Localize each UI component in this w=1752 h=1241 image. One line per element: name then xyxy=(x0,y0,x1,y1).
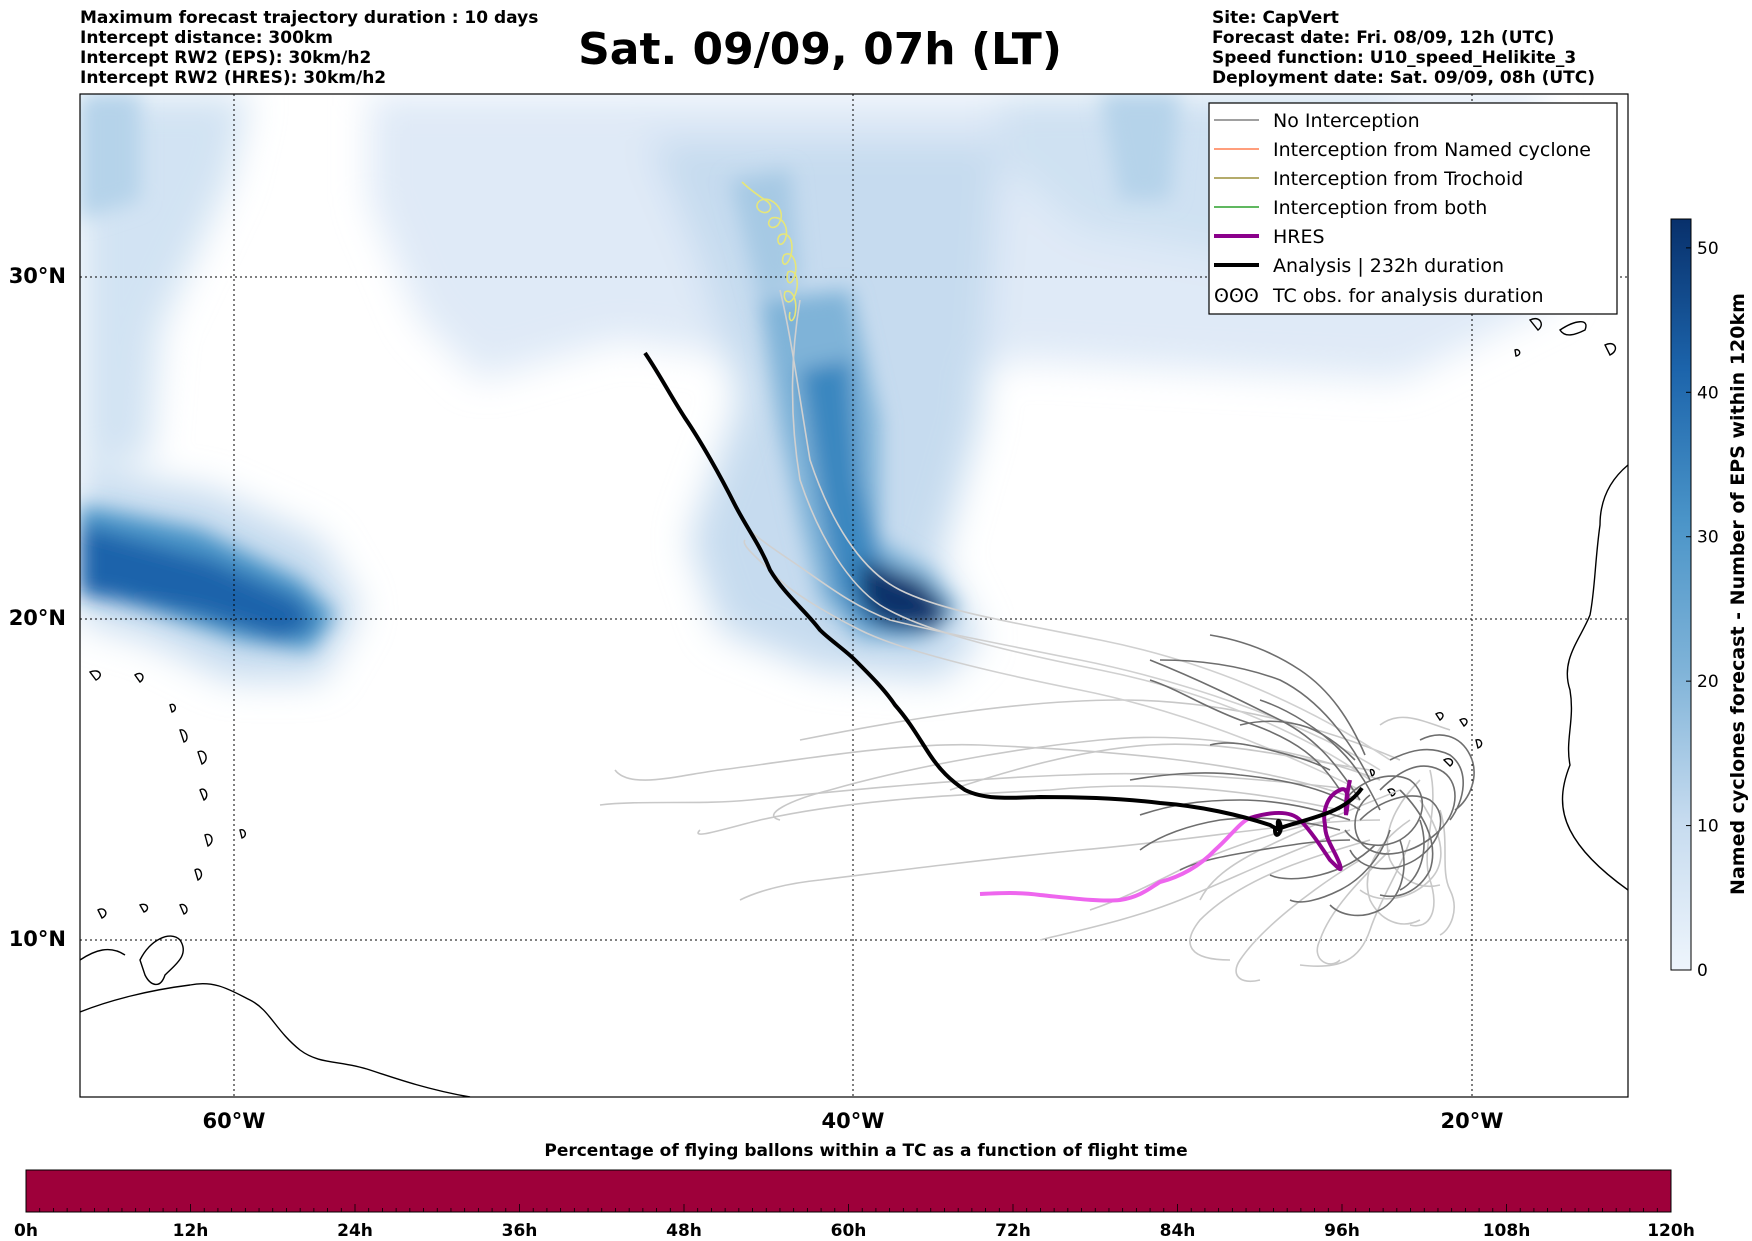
max-duration-text: Maximum forecast trajectory duration : 1… xyxy=(80,8,539,28)
caribbean-islands-coast xyxy=(88,670,247,919)
time-tick-label-0: 0h xyxy=(14,1221,38,1241)
time-tick-label-9: 108h xyxy=(1483,1221,1531,1241)
tc-obs-label: TC obs. for analysis duration xyxy=(1272,285,1544,307)
trinidad-coast xyxy=(139,935,184,986)
intercept-hres-text: Intercept RW2 (HRES): 30km/h2 xyxy=(80,68,387,88)
legend-label-3: Interception from both xyxy=(1273,197,1487,219)
time-tick-label-3: 36h xyxy=(502,1221,538,1241)
legend: No Interception Interception from Named c… xyxy=(1208,102,1618,315)
cape-verde-coast xyxy=(1369,711,1483,797)
cb-tick-label-5: 50 xyxy=(1697,239,1719,259)
time-tick-label-10: 120h xyxy=(1647,1221,1695,1241)
intercept-eps-text: Intercept RW2 (EPS): 30km/h2 xyxy=(80,48,372,68)
tc-obs-symbol: ʘʘʘ xyxy=(1214,285,1259,307)
legend-label-1: Interception from Named cyclone xyxy=(1273,139,1591,161)
legend-label-2: Interception from Trochoid xyxy=(1273,168,1523,190)
map-frame xyxy=(79,93,1629,1098)
header-right-info: Site: CapVert Forecast date: Fri. 08/09,… xyxy=(1212,8,1595,88)
time-tick-label-6: 72h xyxy=(995,1221,1031,1241)
cb-tick-label-4: 40 xyxy=(1697,383,1719,403)
legend-box xyxy=(1208,102,1618,315)
cb-tick-label-2: 20 xyxy=(1697,672,1719,692)
time-tick-label-7: 84h xyxy=(1160,1221,1196,1241)
africa-coast xyxy=(1561,464,1628,891)
lon-label-20w: 20°W xyxy=(1441,1109,1504,1133)
time-tick-label-5: 60h xyxy=(831,1221,867,1241)
lat-label-30n: 30°N xyxy=(9,264,66,288)
header-left-info: Maximum forecast trajectory duration : 1… xyxy=(80,8,538,88)
coastlines xyxy=(80,318,1628,1097)
lon-label-40w: 40°W xyxy=(822,1109,885,1133)
forecast-date-text: Forecast date: Fri. 08/09, 12h (UTC) xyxy=(1212,28,1555,48)
time-tick-label-1: 12h xyxy=(173,1221,209,1241)
cb-tick-label-0: 0 xyxy=(1697,961,1708,981)
hres-track-early xyxy=(979,816,1251,903)
eps-colorbar: 0 10 20 30 40 50 Named cyclones forecast - Nu… xyxy=(1670,218,1749,981)
speed-function-text: Speed function: U10_speed_Helikite_3 xyxy=(1212,48,1577,68)
page-title: Sat. 09/09, 07h (LT) xyxy=(578,24,1062,75)
cb-tick-label-1: 10 xyxy=(1697,817,1719,837)
analysis-track xyxy=(643,351,1364,837)
intercept-distance-text: Intercept distance: 300km xyxy=(80,28,333,48)
cb-tick-label-3: 30 xyxy=(1697,528,1719,548)
canary-islands-coast xyxy=(1514,318,1617,357)
time-tick-label-2: 24h xyxy=(337,1221,373,1241)
flight-time-title: Percentage of flying ballons within a TC… xyxy=(544,1141,1187,1161)
flight-time-bar: Percentage of flying ballons within a TC… xyxy=(14,1141,1695,1241)
south-america-coast xyxy=(80,983,471,1097)
lon-label-60w: 60°W xyxy=(203,1109,266,1133)
lat-label-20n: 20°N xyxy=(9,606,66,630)
ensemble-north-tracks xyxy=(743,289,1391,791)
deployment-date-text: Deployment date: Sat. 09/09, 08h (UTC) xyxy=(1212,68,1596,88)
time-tick-label-4: 48h xyxy=(666,1221,702,1241)
lat-label-10n: 10°N xyxy=(9,927,66,951)
venezuela-coast xyxy=(80,948,126,961)
legend-label-4: HRES xyxy=(1273,226,1325,248)
time-tick-label-8: 96h xyxy=(1324,1221,1360,1241)
eps-colorbar-scale xyxy=(1670,218,1692,971)
site-text: Site: CapVert xyxy=(1212,8,1339,28)
tc-obs-loops xyxy=(741,181,798,322)
eps-colorbar-title: Named cyclones forecast - Number of EPS … xyxy=(1727,293,1749,895)
legend-label-0: No Interception xyxy=(1273,110,1420,132)
legend-label-5: Analysis | 232h duration xyxy=(1273,255,1504,277)
